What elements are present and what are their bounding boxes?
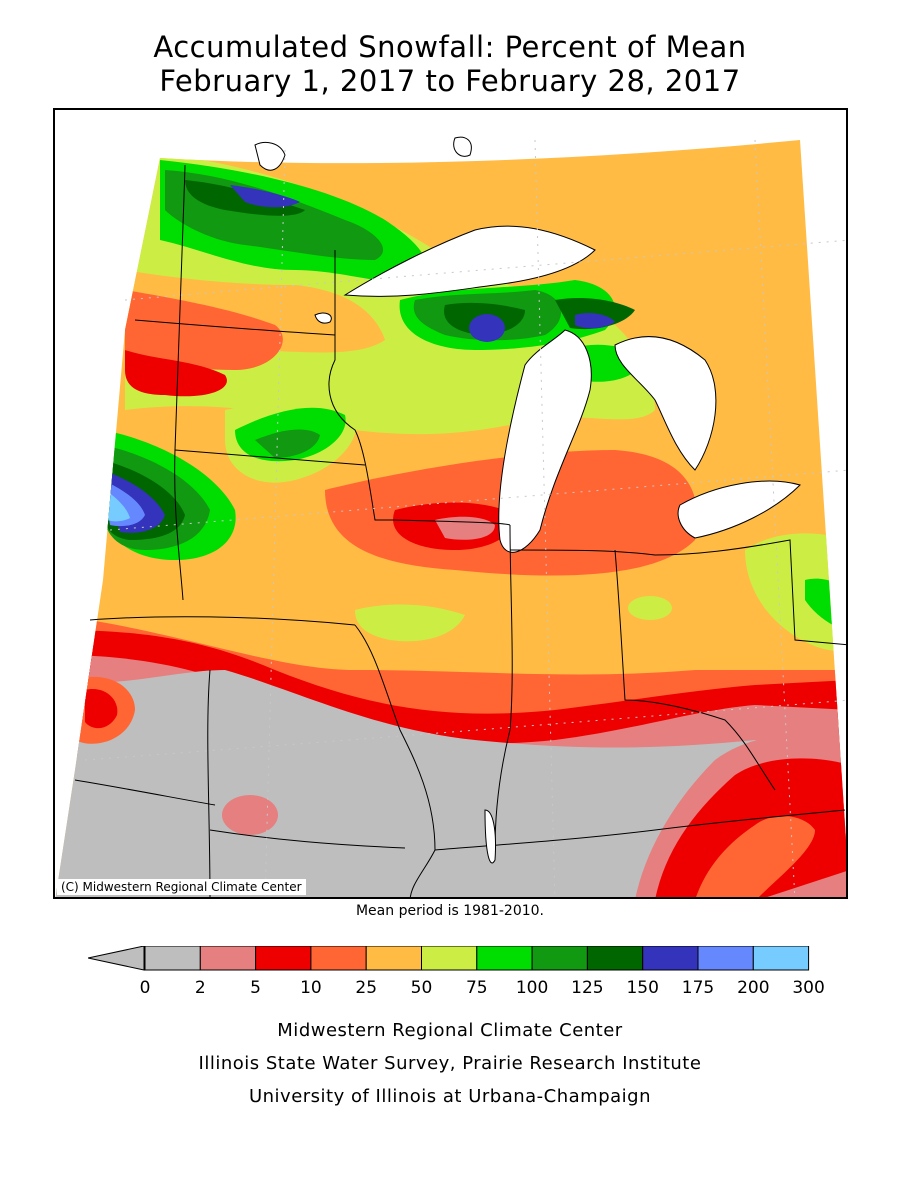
mean-period-note: Mean period is 1981-2010. bbox=[355, 903, 545, 919]
lake-michigan bbox=[498, 329, 592, 553]
legend-swatch bbox=[144, 945, 201, 971]
legend-tick-label: 100 bbox=[516, 978, 548, 998]
footer-org: Midwestern Regional Climate Center bbox=[277, 1020, 623, 1041]
legend-swatch bbox=[697, 945, 754, 971]
legend-tick-label: 2 bbox=[195, 978, 206, 998]
map-title-line2: February 1, 2017 to February 28, 2017 bbox=[159, 64, 741, 98]
legend-swatch bbox=[531, 945, 588, 971]
lake-superior bbox=[343, 225, 596, 297]
legend-swatch bbox=[476, 945, 533, 971]
legend-tick-label: 300 bbox=[792, 978, 824, 998]
legend-tick-label: 50 bbox=[411, 978, 433, 998]
legend-swatch bbox=[199, 945, 257, 971]
legend-tick-label: 175 bbox=[682, 978, 714, 998]
footer-university: University of Illinois at Urbana-Champai… bbox=[248, 1086, 652, 1107]
legend-arrow bbox=[87, 945, 145, 971]
legend-swatch bbox=[752, 945, 810, 971]
legend-graphic: 0 2 5 10 25 50 75 100 125 150 175 200 300 bbox=[87, 945, 825, 998]
legend-tick-label: 0 bbox=[140, 978, 151, 998]
legend-swatch bbox=[255, 945, 312, 971]
legend-tick-label: 10 bbox=[300, 978, 322, 998]
legend-swatch bbox=[421, 945, 478, 971]
footer-survey: Illinois State Water Survey, Prairie Res… bbox=[198, 1053, 702, 1074]
color-legend: 0 2 5 10 25 50 75 100 125 150 175 200 300 bbox=[87, 945, 828, 1006]
legend-tick-label: 150 bbox=[626, 978, 658, 998]
legend-tick-label: 25 bbox=[355, 978, 377, 998]
legend-swatch bbox=[586, 945, 644, 971]
lake-huron bbox=[614, 336, 717, 471]
snowfall-map: (C) Midwestern Regional Climate Center bbox=[53, 108, 848, 899]
legend-tick-label: 200 bbox=[737, 978, 769, 998]
legend-swatch bbox=[642, 945, 699, 971]
snowfall-map-graphic bbox=[55, 136, 846, 897]
legend-swatch bbox=[365, 945, 423, 971]
legend-tick-label: 5 bbox=[250, 978, 261, 998]
legend-tick-label: 125 bbox=[571, 978, 603, 998]
legend-tick-label: 75 bbox=[466, 978, 488, 998]
lake-erie bbox=[677, 480, 801, 539]
map-title-line1: Accumulated Snowfall: Percent of Mean bbox=[153, 30, 747, 64]
copyright-label: (C) Midwestern Regional Climate Center bbox=[57, 879, 306, 895]
legend-swatch bbox=[310, 945, 367, 971]
